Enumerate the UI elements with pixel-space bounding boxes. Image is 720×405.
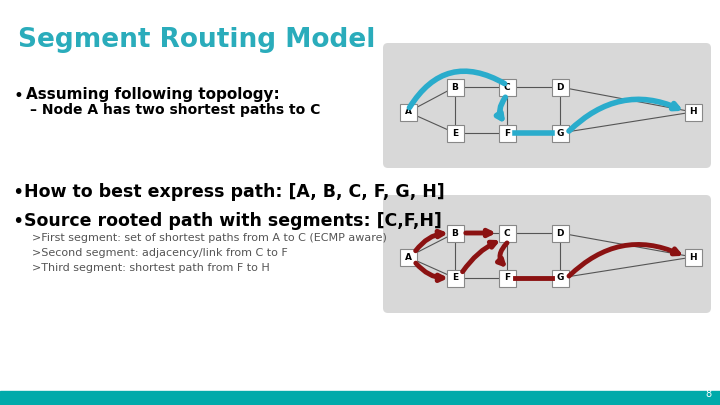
Text: – Node A has two shortest paths to C: – Node A has two shortest paths to C	[30, 103, 320, 117]
Text: How to best express path: [A, B, C, F, G, H]: How to best express path: [A, B, C, F, G…	[24, 183, 445, 201]
FancyBboxPatch shape	[446, 269, 464, 286]
FancyArrowPatch shape	[496, 97, 505, 119]
FancyBboxPatch shape	[446, 79, 464, 96]
FancyBboxPatch shape	[552, 269, 569, 286]
Text: A: A	[405, 107, 412, 117]
FancyArrowPatch shape	[415, 231, 443, 251]
FancyArrowPatch shape	[569, 245, 678, 276]
Text: B: B	[451, 228, 459, 237]
FancyBboxPatch shape	[552, 224, 569, 241]
Text: E: E	[452, 273, 458, 283]
Text: G: G	[557, 128, 564, 138]
FancyBboxPatch shape	[383, 195, 711, 313]
Text: E: E	[452, 128, 458, 138]
FancyBboxPatch shape	[498, 79, 516, 96]
FancyBboxPatch shape	[552, 79, 569, 96]
Text: H: H	[689, 252, 697, 262]
FancyBboxPatch shape	[685, 104, 701, 121]
FancyBboxPatch shape	[400, 249, 416, 266]
Text: D: D	[557, 228, 564, 237]
Text: >Third segment: shortest path from F to H: >Third segment: shortest path from F to …	[32, 263, 270, 273]
Text: D: D	[557, 83, 564, 92]
FancyArrowPatch shape	[410, 71, 505, 108]
FancyBboxPatch shape	[498, 224, 516, 241]
Text: •: •	[12, 212, 23, 231]
Text: H: H	[689, 107, 697, 117]
Text: F: F	[504, 128, 510, 138]
FancyBboxPatch shape	[498, 124, 516, 141]
Text: A: A	[405, 252, 412, 262]
Text: Source rooted path with segments: [C,F,H]: Source rooted path with segments: [C,F,H…	[24, 212, 442, 230]
Text: B: B	[451, 83, 459, 92]
Text: C: C	[504, 228, 510, 237]
FancyBboxPatch shape	[498, 269, 516, 286]
FancyArrowPatch shape	[466, 230, 491, 236]
Text: •: •	[14, 87, 24, 105]
FancyBboxPatch shape	[446, 224, 464, 241]
FancyArrowPatch shape	[462, 242, 495, 272]
Text: G: G	[557, 273, 564, 283]
Text: 8: 8	[706, 389, 712, 399]
FancyArrowPatch shape	[569, 99, 678, 131]
Text: >First segment: set of shortest paths from A to C (ECMP aware): >First segment: set of shortest paths fr…	[32, 233, 387, 243]
Bar	[0, 391, 720, 405]
Text: >Second segment: adjacency/link from C to F: >Second segment: adjacency/link from C t…	[32, 248, 288, 258]
Text: Segment Routing Model: Segment Routing Model	[18, 27, 375, 53]
FancyBboxPatch shape	[685, 249, 701, 266]
Text: C: C	[504, 83, 510, 92]
Text: •: •	[12, 183, 23, 202]
Text: Assuming following topology:: Assuming following topology:	[26, 87, 280, 102]
FancyBboxPatch shape	[552, 124, 569, 141]
Text: F: F	[504, 273, 510, 283]
FancyArrowPatch shape	[415, 263, 443, 281]
FancyBboxPatch shape	[446, 124, 464, 141]
FancyBboxPatch shape	[383, 43, 711, 168]
Text: © 2014  Cisco and/or its affiliates. All rights reserved.: © 2014 Cisco and/or its affiliates. All …	[10, 392, 199, 399]
FancyBboxPatch shape	[400, 104, 416, 121]
FancyArrowPatch shape	[498, 243, 507, 264]
